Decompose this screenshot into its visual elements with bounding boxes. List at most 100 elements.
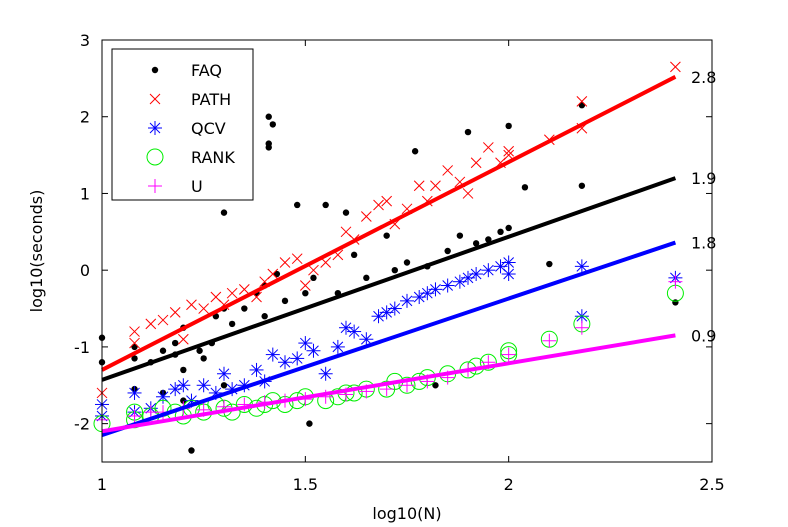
data-point-qcv [306, 343, 321, 358]
data-point-path [381, 195, 393, 207]
data-point-faq [485, 236, 492, 243]
data-point-faq [472, 240, 480, 247]
legend-marker-faq [151, 66, 159, 74]
data-point-faq [180, 366, 187, 374]
data-point-qcv [440, 278, 455, 293]
data-point-path [299, 280, 311, 291]
data-point-qcv [412, 290, 427, 305]
legend-marker-path [149, 93, 161, 105]
data-point-path [198, 303, 210, 314]
data-point-qcv [127, 385, 142, 400]
data-point-faq [383, 232, 390, 239]
data-point-path [413, 180, 425, 192]
x-tick-label: 2 [504, 475, 514, 494]
data-point-faq [131, 355, 138, 362]
x-axis-label: log10(N) [372, 504, 441, 523]
data-point-qcv [469, 267, 484, 282]
legend: FAQ PATH QCV RANK U [111, 48, 254, 201]
data-point-path [430, 180, 441, 192]
legend-marker-rank [146, 148, 164, 166]
data-point-faq [302, 290, 309, 297]
data-point-faq [444, 247, 451, 255]
data-point-qcv [359, 332, 374, 347]
data-point-path [462, 188, 474, 199]
legend-label-qcv: QCV [191, 119, 226, 138]
data-point-path [145, 318, 157, 330]
data-point-faq [188, 447, 195, 454]
slope-label-path: 2.8 [691, 68, 716, 87]
y-tick-label: -1 [74, 338, 90, 357]
data-point-faq [505, 224, 512, 232]
data-point-path [442, 165, 454, 176]
data-point-u [668, 274, 683, 289]
data-point-path [576, 96, 588, 107]
data-point-qcv [168, 382, 183, 397]
data-point-faq [456, 232, 464, 239]
y-tick-label: 2 [80, 108, 90, 127]
data-point-qcv [156, 389, 170, 404]
axis-ticks: 1 1.5 2 2.5 -2 -1 0 1 2 3 [74, 31, 725, 494]
data-point-rank [398, 376, 416, 394]
data-point-faq [241, 305, 248, 312]
data-point-qcv [330, 339, 345, 354]
fit-line-qcv [101, 240, 677, 438]
fit-line-u [101, 333, 676, 434]
data-point-faq [505, 122, 512, 130]
legend-label-rank: RANK [191, 148, 235, 167]
plot-marks: 2.8 1.9 1.8 0.9 [93, 61, 716, 454]
data-point-faq [261, 313, 268, 320]
x-tick-label: 1 [97, 475, 107, 494]
data-point-path [279, 257, 291, 268]
x-tick-label: 1.5 [293, 475, 318, 494]
data-point-faq [220, 209, 228, 216]
fit-line-path [101, 75, 677, 372]
y-tick-label: 3 [80, 31, 90, 50]
data-point-faq [342, 209, 350, 216]
data-point-path [157, 314, 169, 326]
data-point-path [186, 299, 197, 311]
data-point-faq [220, 382, 228, 389]
data-point-faq [464, 128, 472, 136]
data-point-path [177, 333, 189, 345]
data-point-path [470, 157, 482, 169]
slope-label-qcv: 1.8 [691, 234, 716, 253]
data-point-faq [310, 274, 317, 282]
data-point-faq [180, 397, 187, 404]
data-point-faq [228, 320, 236, 328]
y-axis-label: log10(seconds) [27, 190, 46, 313]
data-point-qcv [400, 293, 414, 308]
data-point-faq [391, 266, 398, 274]
data-point-path [308, 264, 319, 276]
data-point-path [129, 337, 140, 349]
data-point-qcv [481, 263, 496, 278]
data-point-faq [403, 259, 411, 266]
y-tick-label: 0 [80, 261, 90, 280]
data-point-faq [172, 339, 179, 347]
data-point-faq [322, 201, 329, 209]
data-point-faq [411, 148, 419, 155]
slope-label-u: 0.9 [691, 326, 716, 345]
data-point-faq [363, 274, 370, 282]
data-point-faq [497, 228, 504, 236]
data-point-u [501, 347, 516, 362]
data-point-qcv [217, 366, 231, 381]
data-point-u [574, 320, 589, 335]
data-point-qcv [347, 324, 362, 339]
data-point-faq [200, 355, 207, 362]
data-point-path [267, 268, 279, 280]
data-point-faq [578, 182, 586, 189]
data-point-path [373, 199, 384, 211]
legend-label-u: U [191, 177, 203, 196]
legend-box [111, 48, 254, 201]
data-point-u [542, 333, 557, 348]
data-point-faq [432, 382, 439, 389]
data-point-qcv [318, 366, 333, 381]
data-point-faq [269, 121, 276, 128]
data-point-qcv [574, 259, 589, 274]
y-tick-label: 1 [80, 184, 90, 203]
data-point-faq [265, 140, 272, 147]
data-point-faq [350, 251, 358, 259]
data-point-faq [521, 184, 529, 191]
data-point-faq [159, 347, 167, 354]
